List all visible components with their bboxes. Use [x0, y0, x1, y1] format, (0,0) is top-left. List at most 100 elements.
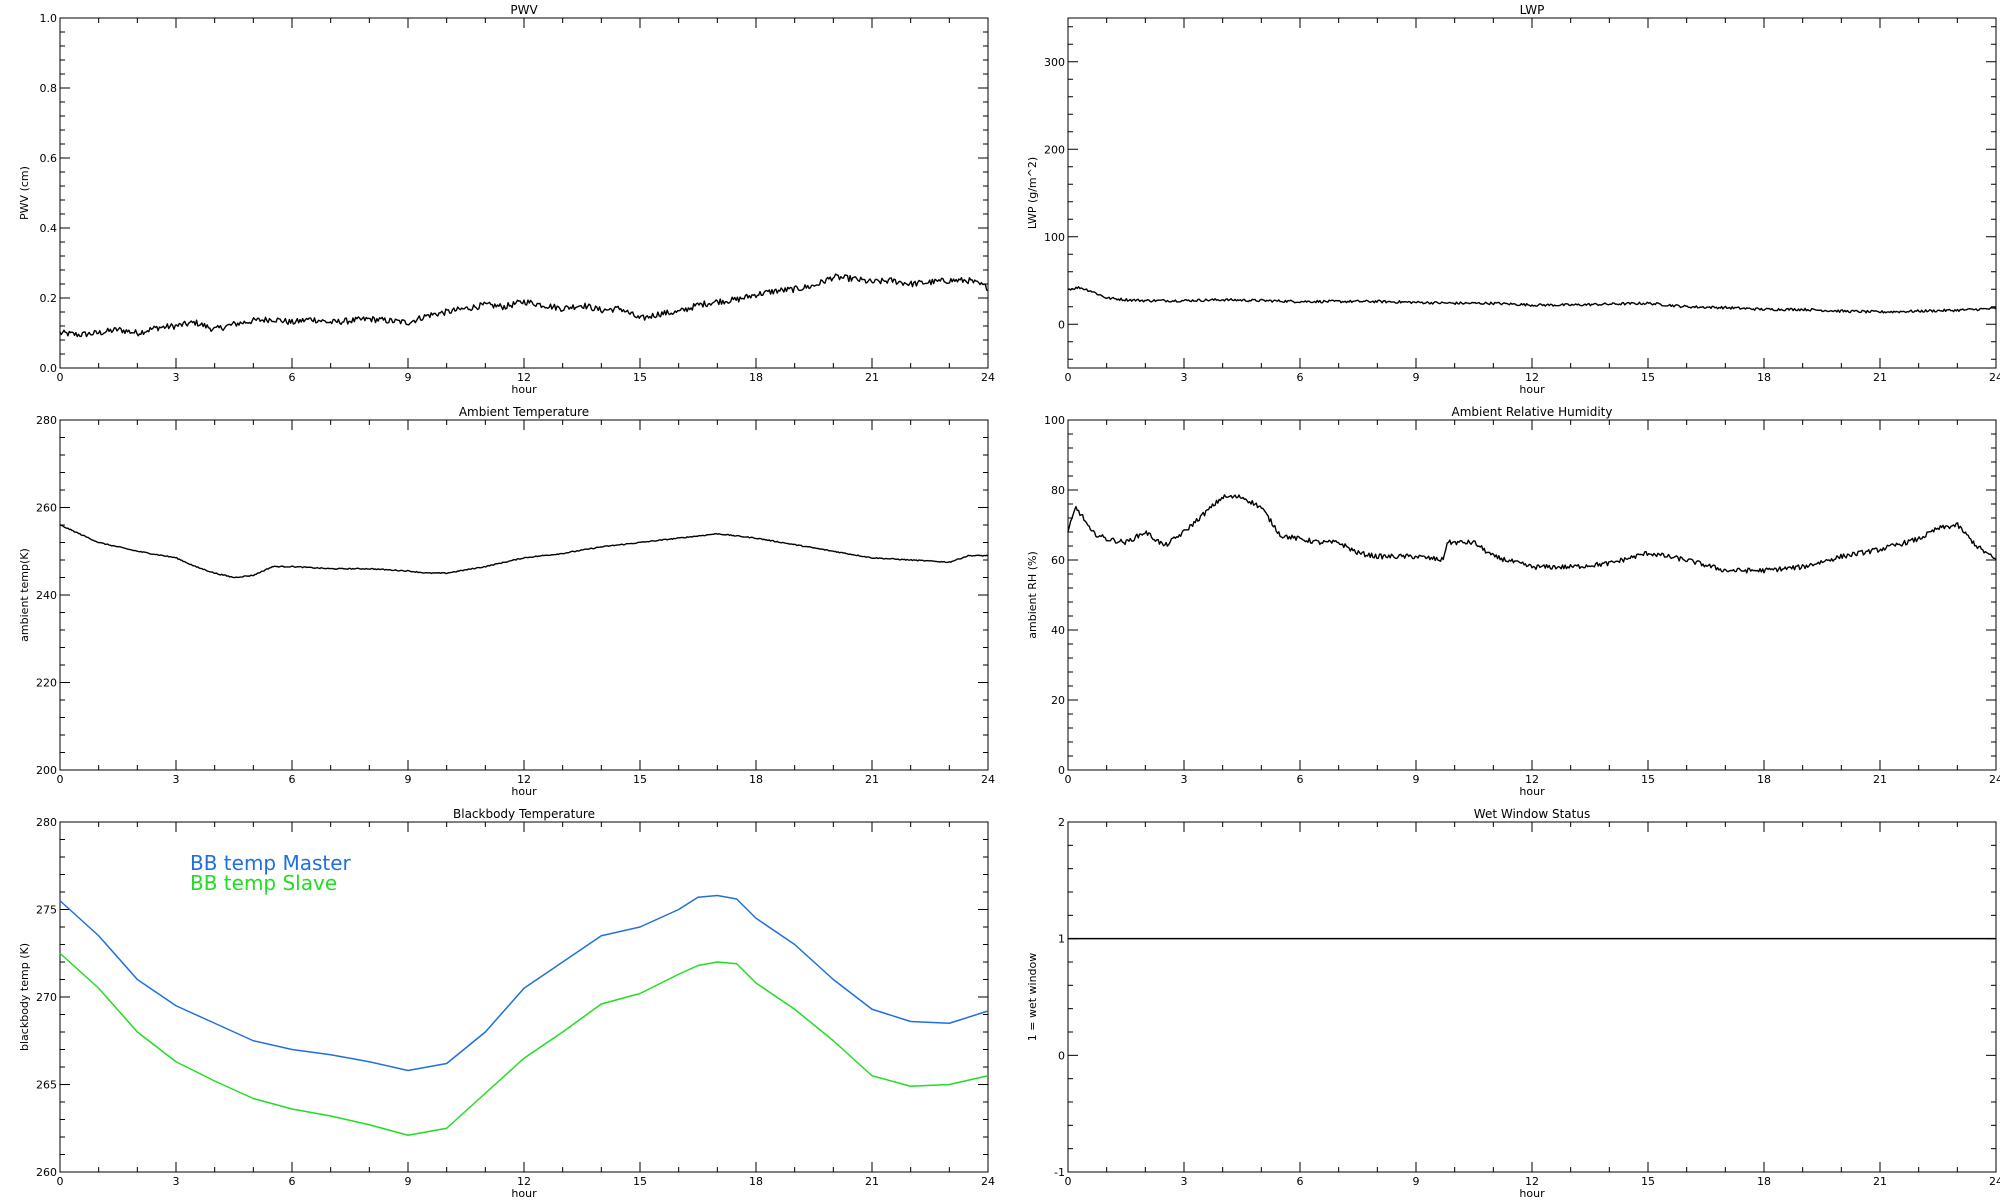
y-axis-label: ambient temp(K) [18, 548, 31, 642]
series-line-bb-temp-master [59, 894, 989, 1072]
y-tick-label: 0.4 [40, 222, 58, 235]
x-tick-label: 0 [1065, 1175, 1072, 1188]
chart-ambient-rh: Ambient Relative Humidity 0 3 6 9 12 15 18 21 24 0… [1026, 405, 2000, 798]
x-tick-label: 18 [1757, 1175, 1771, 1188]
x-tick-label: 24 [981, 773, 995, 786]
y-tick-label: 2 [1058, 816, 1065, 829]
x-axis-label: hour [511, 1187, 537, 1200]
x-tick-label: 12 [1525, 371, 1539, 384]
x-tick-label: 9 [405, 371, 412, 384]
chart-title: LWP [1520, 3, 1545, 17]
chart-title: Blackbody Temperature [453, 807, 595, 821]
y-tick-label: 80 [1051, 484, 1065, 497]
x-tick-label: 18 [749, 773, 763, 786]
y-tick-label: 1 [1058, 933, 1065, 946]
x-axis-label: hour [511, 383, 537, 396]
y-tick-label: 300 [1044, 56, 1065, 69]
chart-ambient-temp: Ambient Temperature 0 3 6 9 12 15 18 21 24 200 220 2… [18, 405, 995, 798]
x-tick-label: 15 [1641, 773, 1655, 786]
chart-title: Ambient Temperature [459, 405, 589, 419]
x-tick-label: 12 [517, 773, 531, 786]
y-tick-label: 280 [36, 414, 57, 427]
x-tick-label: 9 [1413, 1175, 1420, 1188]
y-tick-label: 260 [36, 1166, 57, 1179]
x-tick-label: 18 [1757, 371, 1771, 384]
x-tick-label: 3 [1181, 773, 1188, 786]
x-axis-label: hour [1519, 383, 1545, 396]
x-tick-label: 6 [1297, 1175, 1304, 1188]
legend-item: BB temp Master [190, 851, 352, 875]
x-tick-label: 12 [517, 371, 531, 384]
y-tick-label: 200 [36, 764, 57, 777]
x-tick-label: 21 [865, 773, 879, 786]
x-tick-label: 15 [1641, 1175, 1655, 1188]
y-tick-label: 0 [1058, 318, 1065, 331]
chart-bb-temp: Blackbody Temperature 0 3 6 9 12 15 18 21 24 260 26… [18, 807, 995, 1200]
x-axis-label: hour [1519, 785, 1545, 798]
x-tick-label: 18 [749, 1175, 763, 1188]
plot-frame [59, 419, 989, 771]
chart-pwv: PWV 0 3 6 9 12 15 18 21 24 0.0 0.2 0.4 0.6 0.8 1.0 hour P… [18, 3, 995, 396]
y-tick-label: 20 [1051, 694, 1065, 707]
y-tick-label: 220 [36, 677, 57, 690]
x-tick-label: 6 [289, 773, 296, 786]
legend-item: BB temp Slave [190, 871, 337, 895]
x-tick-label: 6 [1297, 773, 1304, 786]
x-axis-label: hour [511, 785, 537, 798]
x-tick-label: 9 [1413, 371, 1420, 384]
x-tick-label: 21 [865, 1175, 879, 1188]
x-tick-label: 24 [981, 1175, 995, 1188]
x-tick-label: 21 [1873, 1175, 1887, 1188]
x-tick-label: 3 [173, 773, 180, 786]
y-tick-label: 0.2 [40, 292, 58, 305]
x-tick-label: 0 [1065, 371, 1072, 384]
x-tick-label: 15 [633, 371, 647, 384]
y-tick-label: 0.8 [40, 82, 58, 95]
x-tick-label: 15 [633, 1175, 647, 1188]
series-line-3-0 [1067, 494, 1997, 574]
y-tick-label: 265 [36, 1079, 57, 1092]
chart-title: PWV [510, 3, 538, 17]
x-tick-label: 0 [1065, 773, 1072, 786]
series-line-bb-temp-slave [59, 952, 989, 1136]
x-tick-label: 24 [1989, 1175, 2000, 1188]
x-tick-label: 3 [173, 371, 180, 384]
x-tick-label: 0 [57, 371, 64, 384]
plot-frame [1067, 821, 1997, 1173]
plot-frame [1067, 419, 1997, 771]
x-tick-label: 9 [405, 1175, 412, 1188]
plot-frame [1067, 17, 1997, 369]
x-tick-label: 24 [981, 371, 995, 384]
x-tick-label: 6 [289, 1175, 296, 1188]
y-tick-label: 200 [1044, 143, 1065, 156]
x-axis-label: hour [1519, 1187, 1545, 1200]
y-tick-label: 270 [36, 991, 57, 1004]
series-line-1-0 [1067, 286, 1997, 314]
y-tick-label: 240 [36, 589, 57, 602]
y-axis-label: 1 = wet window [1026, 953, 1039, 1042]
chart-lwp: LWP 0 3 6 9 12 15 18 21 24 0 100 200 300 hour LWP (g/m^… [1026, 3, 2000, 396]
x-tick-label: 24 [1989, 773, 2000, 786]
y-tick-label: 100 [1044, 231, 1065, 244]
x-tick-label: 15 [633, 773, 647, 786]
y-tick-label: 275 [36, 904, 57, 917]
x-tick-label: 3 [173, 1175, 180, 1188]
y-tick-label: -1 [1054, 1166, 1065, 1179]
x-tick-label: 6 [1297, 371, 1304, 384]
chart-title: Wet Window Status [1474, 807, 1590, 821]
x-tick-label: 9 [405, 773, 412, 786]
y-tick-label: 0 [1058, 764, 1065, 777]
x-tick-label: 3 [1181, 1175, 1188, 1188]
x-tick-label: 9 [1413, 773, 1420, 786]
x-tick-label: 24 [1989, 371, 2000, 384]
chart-title: Ambient Relative Humidity [1452, 405, 1613, 419]
y-axis-label: LWP (g/m^2) [1026, 157, 1039, 229]
x-tick-label: 12 [517, 1175, 531, 1188]
x-tick-label: 18 [1757, 773, 1771, 786]
series-line-0-0 [59, 273, 989, 338]
y-axis-label: blackbody temp (K) [18, 943, 31, 1051]
y-tick-label: 280 [36, 816, 57, 829]
y-axis-label: PWV (cm) [18, 166, 31, 220]
y-tick-label: 100 [1044, 414, 1065, 427]
